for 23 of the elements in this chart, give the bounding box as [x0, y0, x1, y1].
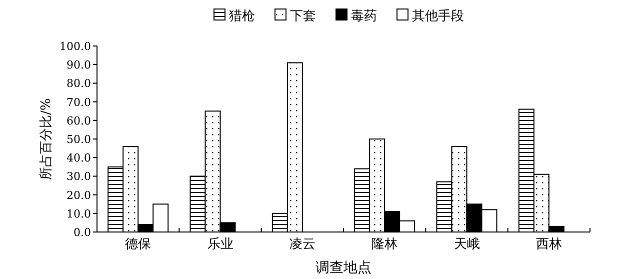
legend-label: 下套: [290, 9, 316, 24]
y-tick-label: 30.0: [66, 170, 91, 184]
legend-label: 其他手段: [412, 9, 464, 24]
x-tick-label: 西林: [536, 237, 562, 252]
x-tick-label: 凌云: [289, 237, 316, 252]
y-tick-label: 10.0: [66, 207, 91, 220]
x-tick-label: 天峨: [454, 237, 480, 252]
y-tick-label: 70.0: [66, 96, 91, 109]
y-tick-label: 0.0: [74, 226, 91, 239]
x-tick-label: 隆林: [372, 237, 398, 252]
y-axis-title: 所占百分比/%: [39, 98, 54, 180]
legend-label: 猎枪: [229, 9, 255, 24]
y-tick-label: 90.0: [66, 58, 91, 72]
x-tick-label: 德保: [125, 237, 152, 252]
x-axis-title: 调查地点: [316, 260, 372, 276]
y-tick-label: 60.0: [66, 114, 91, 128]
y-tick-label: 50.0: [66, 133, 91, 146]
y-tick-label: 100.0: [60, 40, 91, 53]
legend-label: 毒药: [351, 9, 377, 24]
y-tick-label: 20.0: [66, 188, 91, 202]
y-tick-label: 80.0: [66, 77, 91, 90]
y-tick-label: 40.0: [66, 152, 91, 165]
x-tick-label: 乐业: [207, 237, 234, 252]
